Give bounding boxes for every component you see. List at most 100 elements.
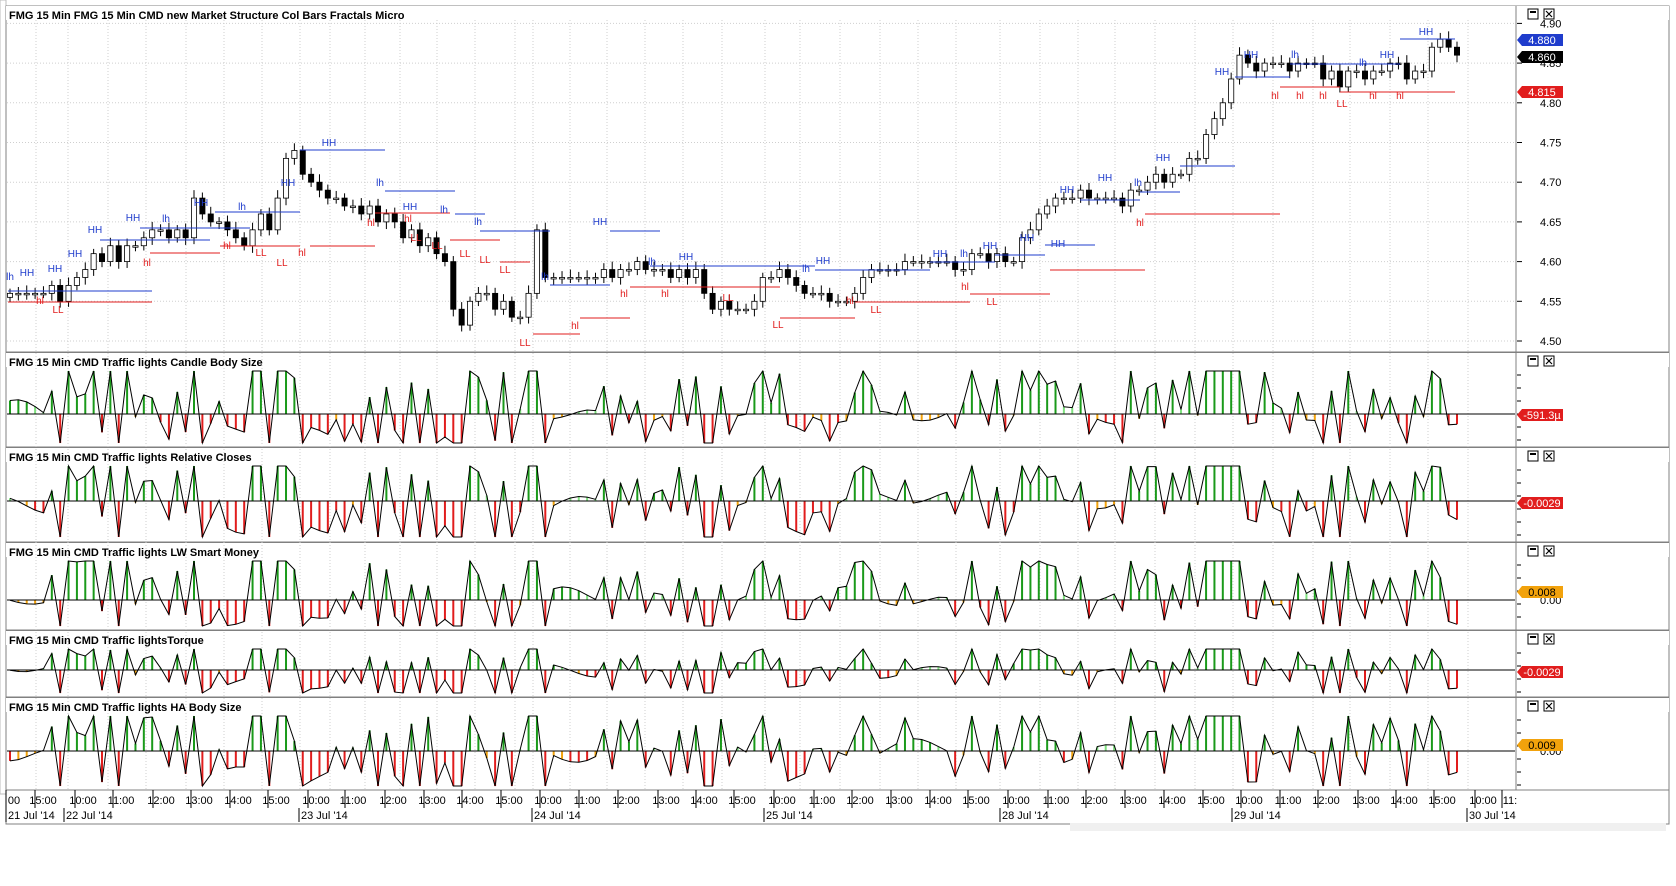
panel-controls[interactable]: FMG 15 Min FMG 15 Min CMD new Market Str…	[9, 8, 1555, 714]
candle	[224, 215, 231, 237]
candle	[1119, 192, 1126, 214]
indicator-panels[interactable]	[9, 369, 1458, 788]
price-tick-label: 4.75	[1540, 138, 1561, 150]
structure-marker: hl	[571, 321, 579, 332]
maximize-icon[interactable]	[1527, 700, 1539, 712]
structure-marker: HH	[1051, 239, 1065, 250]
close-icon[interactable]	[1543, 8, 1555, 20]
candle	[308, 167, 315, 187]
close-cross	[1545, 635, 1553, 643]
close-icon[interactable]	[1543, 633, 1555, 645]
maximize-icon[interactable]	[1527, 8, 1539, 20]
time-tick-label: 10:00	[1002, 795, 1030, 807]
candle-body	[759, 277, 766, 302]
panel-title-bar	[6, 698, 1669, 712]
candle-body	[550, 277, 557, 280]
maximize-icon-bar	[1530, 11, 1536, 13]
histogram-panel	[9, 559, 1458, 628]
value-tag-text: -0.0029	[1523, 667, 1560, 679]
maximize-icon[interactable]	[1527, 633, 1539, 645]
close-icon[interactable]	[1543, 700, 1555, 712]
candle	[1403, 55, 1410, 85]
scrollbar-track	[1070, 823, 1666, 831]
candle-body	[1278, 62, 1285, 65]
time-tick-label: 10:00	[302, 795, 330, 807]
candle	[1370, 65, 1377, 85]
time-tick-label: 11:00	[809, 795, 836, 807]
structure-marker: LL	[276, 258, 288, 269]
candle-body	[224, 221, 231, 231]
candle-body	[241, 237, 248, 247]
candle-body	[107, 245, 114, 263]
candle-body	[450, 261, 457, 310]
candle	[575, 271, 582, 283]
panel-title-bar	[6, 353, 1669, 367]
candle-body	[1428, 46, 1435, 72]
candle	[1320, 55, 1327, 87]
candle	[977, 247, 984, 259]
date-label: 30 Jul '14	[1469, 810, 1516, 822]
close-icon[interactable]	[1543, 355, 1555, 367]
structure-marker: HH	[679, 252, 693, 263]
time-tick-label: 14:00	[924, 795, 952, 807]
candle-body	[1027, 229, 1034, 239]
candle	[115, 240, 122, 269]
candle	[1286, 57, 1293, 79]
structure-marker: lh	[960, 249, 968, 260]
candle-body	[1437, 38, 1444, 48]
candle-body	[23, 292, 30, 296]
price-tick-label: 4.70	[1540, 177, 1561, 189]
candle-body	[592, 277, 599, 280]
panel-title-bar	[6, 631, 1669, 645]
time-tick-label: 15:00	[1428, 795, 1456, 807]
panel-title-bar	[6, 6, 1669, 20]
structure-marker: HH	[1020, 233, 1034, 244]
value-tag-text: 4.815	[1528, 87, 1556, 99]
close-icon[interactable]	[1543, 450, 1555, 462]
structure-marker: HH	[1060, 185, 1074, 196]
price-panel[interactable]: lh HH HH HH HH HH lh HH lh HH HH lh HH lh lh HH lh lh HH lh…	[6, 27, 1461, 349]
candle	[1345, 66, 1352, 92]
time-tick-label: 15:00	[728, 795, 756, 807]
maximize-icon[interactable]	[1527, 355, 1539, 367]
panel-frame	[5, 447, 1670, 543]
candle-body	[1010, 261, 1017, 264]
maximize-icon[interactable]	[1527, 545, 1539, 557]
candle	[1136, 185, 1143, 196]
candle	[768, 271, 775, 284]
candle-body	[90, 253, 97, 270]
candle-body	[634, 261, 641, 270]
value-tag-bg	[1517, 34, 1563, 46]
structure-marker: HH	[88, 225, 102, 236]
candle-body	[475, 292, 482, 302]
candle-body	[400, 221, 407, 239]
structure-marker: hl	[223, 241, 231, 252]
value-tag: 0.009	[1517, 739, 1563, 752]
candle-body	[567, 277, 574, 280]
candle-body	[57, 285, 64, 302]
candle-body	[1370, 70, 1377, 80]
time-tick-label: 14:00	[1390, 795, 1418, 807]
candle	[57, 279, 64, 308]
structure-marker: HH	[1156, 153, 1170, 164]
close-icon[interactable]	[1543, 545, 1555, 557]
maximize-icon[interactable]	[1527, 450, 1539, 462]
value-tag: 0.008	[1517, 586, 1563, 599]
candle	[676, 264, 683, 283]
candle-body	[809, 292, 816, 296]
candle-body	[835, 300, 842, 304]
candle-body	[157, 229, 164, 232]
structure-marker: lh	[648, 257, 656, 268]
time-tick-label: 14:00	[690, 795, 718, 807]
candle-body	[249, 229, 256, 247]
value-tag: 4.880	[1517, 34, 1563, 47]
candle-body	[1035, 213, 1042, 231]
panel-title: FMG 15 Min FMG 15 Min CMD new Market Str…	[9, 10, 405, 22]
candle-body	[860, 277, 867, 294]
candle	[1412, 65, 1419, 84]
candle-body	[383, 213, 390, 223]
candle	[651, 261, 658, 277]
structure-marker: hl	[143, 258, 151, 269]
close-cross	[1545, 357, 1553, 365]
